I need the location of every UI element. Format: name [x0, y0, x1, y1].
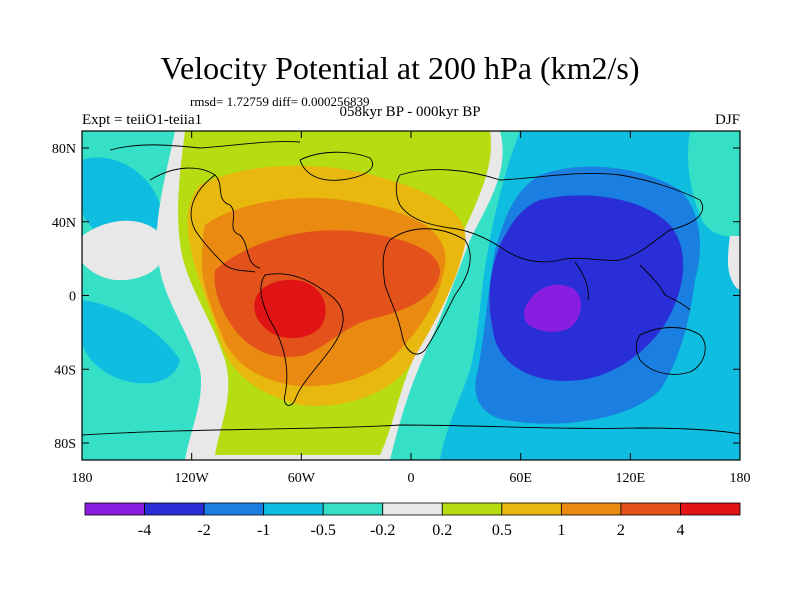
- coast-australia: [635, 327, 706, 375]
- colorbar-label: -4: [138, 522, 151, 539]
- colorbar-swatch: [382, 502, 443, 516]
- contour-east-neutral: [728, 236, 740, 290]
- coast-southeast-asia: [639, 264, 691, 311]
- contour-west-pacific-low: [82, 157, 161, 242]
- colorbar-swatch: [501, 502, 562, 516]
- y-tick-label: 0: [69, 290, 76, 305]
- contour-neutral-west: [82, 220, 166, 281]
- colorbar-swatch: [144, 502, 205, 516]
- x-tick-label: 60W: [288, 471, 316, 486]
- y-tick-label: 40S: [54, 363, 76, 378]
- x-tick-label: 120W: [175, 471, 210, 486]
- axis-ticks: 180 120W 60W 0 60E 120E 180 80N 40N 0 40S 80S: [52, 131, 751, 486]
- coast-antarctica: [82, 424, 740, 436]
- right-subtitle: DJF: [714, 112, 740, 128]
- colorbar-label: -0.5: [311, 522, 336, 539]
- x-tick-label: 180: [72, 471, 93, 486]
- center-subtitle: 058kyr BP - 000kyr BP: [339, 104, 481, 120]
- colorbar-label: -2: [197, 522, 210, 539]
- coast-arctic: [109, 141, 301, 151]
- coast-africa: [382, 228, 471, 355]
- y-tick-label: 80N: [52, 142, 76, 157]
- coast-india: [574, 261, 589, 301]
- left-subtitle: Expt = teiiO1-teiia1: [82, 112, 203, 128]
- x-tick-label: 180: [730, 471, 751, 486]
- colorbar-label: 0.5: [492, 522, 512, 539]
- y-tick-label: 40N: [52, 216, 76, 231]
- coast-north-america-west: [190, 174, 256, 273]
- contour-level-neg4: [524, 284, 582, 332]
- coastlines: [82, 141, 740, 436]
- map-panel: 180 120W 60W 0 60E 120E 180 80N 40N 0 40S 80S: [52, 130, 751, 486]
- colorbar-label: -1: [257, 522, 270, 539]
- x-tick-label: 60E: [509, 471, 532, 486]
- colorbar-label: 2: [617, 522, 625, 539]
- contour-level-neg2: [489, 195, 684, 381]
- colorbar-label: 4: [676, 522, 684, 539]
- coast-eurasia: [395, 169, 703, 263]
- colorbar-swatch: [203, 502, 265, 516]
- stats-line: rmsd= 1.72759 diff= 0.000256839: [190, 94, 370, 109]
- contour-south-pacific-low: [82, 300, 180, 384]
- page-title: Velocity Potential at 200 hPa (km2/s): [160, 50, 640, 86]
- colorbar-swatch: [263, 502, 324, 516]
- colorbar-label: 0.2: [432, 522, 452, 539]
- colorbar: -4 -2 -1 -0.5 -0.2 0.2 0.5 1 2 4: [84, 502, 741, 539]
- colorbar-label: -0.2: [370, 522, 395, 539]
- x-tick-label: 120E: [616, 471, 646, 486]
- colorbar-swatch: [441, 502, 503, 516]
- coast-south-america: [260, 273, 344, 406]
- colorbar-swatch: [620, 502, 681, 516]
- coast-north-america: [149, 167, 261, 269]
- y-tick-label: 80S: [54, 437, 76, 452]
- colorbar-swatch: [680, 502, 741, 516]
- x-tick-label: 0: [408, 471, 415, 486]
- colorbar-swatch: [560, 502, 622, 516]
- coast-greenland: [299, 151, 373, 181]
- contour-east-pacific-neg0.2: [688, 131, 740, 237]
- colorbar-label: 1: [557, 522, 565, 539]
- colorbar-swatch: [322, 502, 384, 516]
- colorbar-swatch: [84, 502, 145, 516]
- contour-fill: [82, 131, 740, 460]
